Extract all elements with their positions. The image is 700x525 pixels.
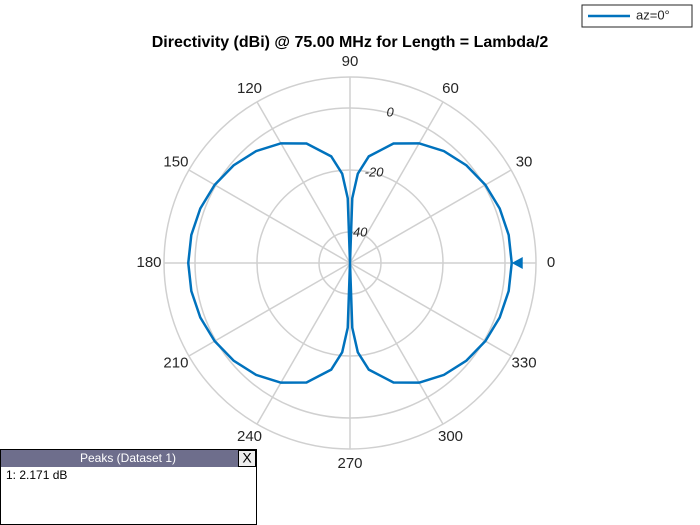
theta-tick-label: 60 xyxy=(442,80,459,97)
theta-tick-label: 150 xyxy=(163,153,188,170)
r-tick-label: 0 xyxy=(386,105,394,120)
theta-tick-label: 270 xyxy=(337,455,362,472)
outer-ring xyxy=(163,76,537,450)
legend-label: az=0° xyxy=(636,7,670,22)
theta-tick-label: 120 xyxy=(237,80,262,97)
r-tick-label: -40 xyxy=(349,224,369,239)
theta-tick-label: 90 xyxy=(342,53,359,70)
close-button[interactable] xyxy=(238,450,256,467)
theta-tick-label: 300 xyxy=(438,428,463,445)
theta-tick-label: 210 xyxy=(163,354,188,371)
legend-box xyxy=(581,4,693,28)
close-label[interactable]: X xyxy=(242,450,252,466)
theta-tick-label: 180 xyxy=(136,254,161,271)
peak-marker xyxy=(511,257,523,269)
r-tick-label: -20 xyxy=(365,165,385,180)
theta-tick-label: 30 xyxy=(516,153,533,170)
peaks-title: Peaks (Dataset 1) xyxy=(80,451,176,465)
chart-title: Directivity (dBi) @ 75.00 MHz for Length… xyxy=(152,34,549,51)
grid-ring xyxy=(256,169,444,357)
theta-tick-label: 0 xyxy=(547,254,555,271)
peak-value-label: 1: 2.171 dB xyxy=(6,468,67,482)
grid-ring xyxy=(194,107,506,419)
peaks-title-bar xyxy=(1,450,256,467)
theta-tick-label: 330 xyxy=(512,354,537,371)
theta-tick-label: 240 xyxy=(237,428,262,445)
pattern-line xyxy=(187,142,513,384)
